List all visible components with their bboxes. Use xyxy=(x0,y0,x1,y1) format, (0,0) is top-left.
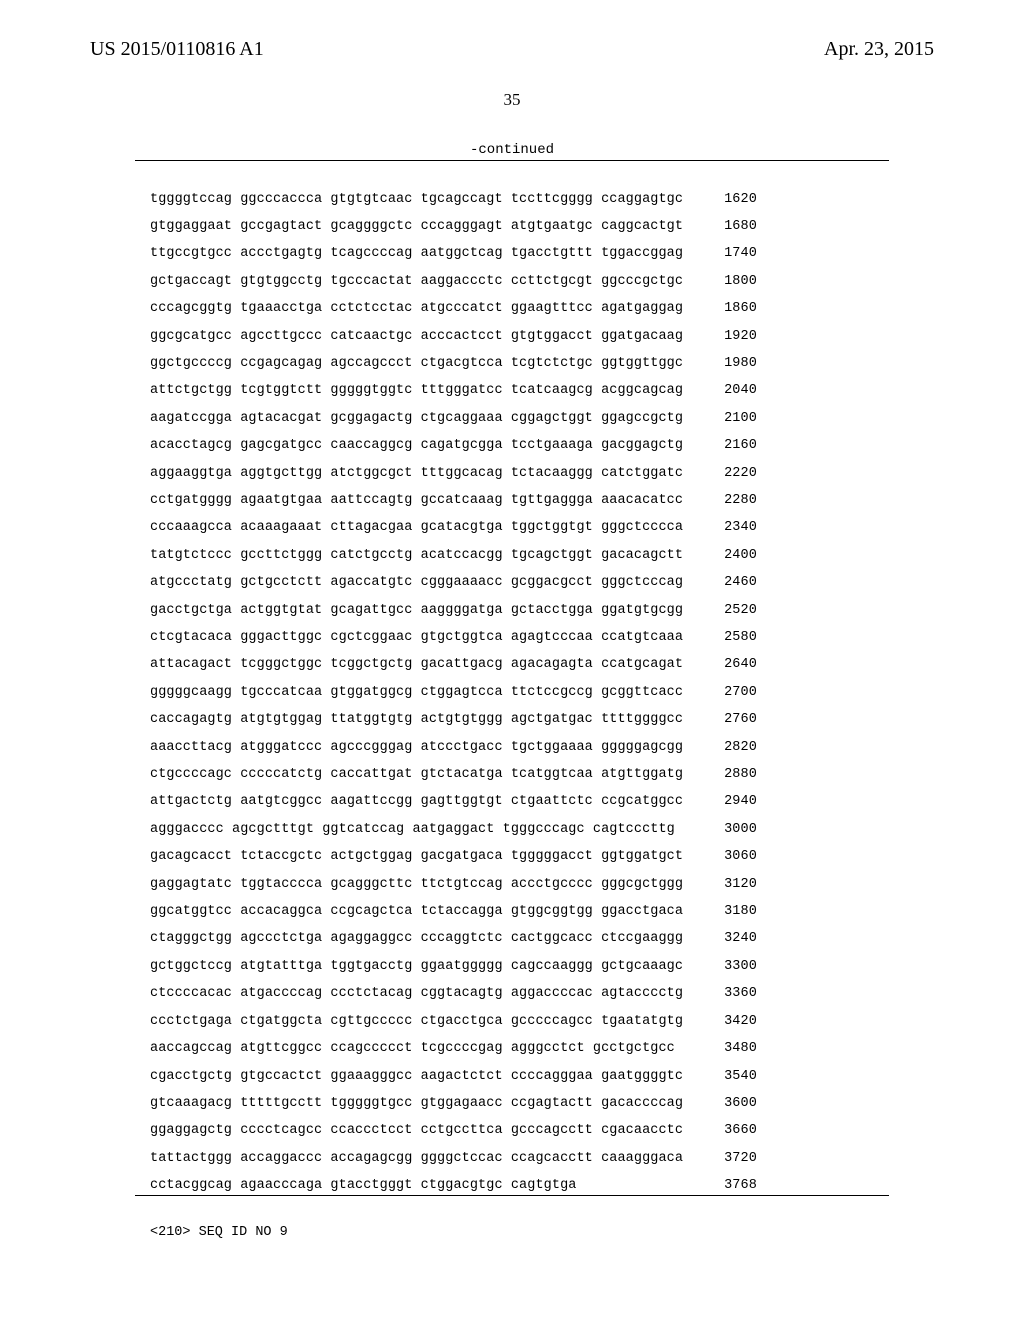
seq-id-footer: <210> SEQ ID NO 9 xyxy=(150,1225,288,1240)
page-number: 35 xyxy=(0,90,1024,110)
sequence-listing: tggggtccag ggcccaccca gtgtgtcaac tgcagcc… xyxy=(150,186,757,1200)
continued-label: -continued xyxy=(0,142,1024,158)
horizontal-rule-top xyxy=(135,160,889,161)
page: US 2015/0110816 A1 Apr. 23, 2015 35 -con… xyxy=(0,0,1024,1320)
publication-number: US 2015/0110816 A1 xyxy=(90,38,264,61)
publication-date: Apr. 23, 2015 xyxy=(824,38,934,61)
horizontal-rule-bottom xyxy=(135,1195,889,1196)
